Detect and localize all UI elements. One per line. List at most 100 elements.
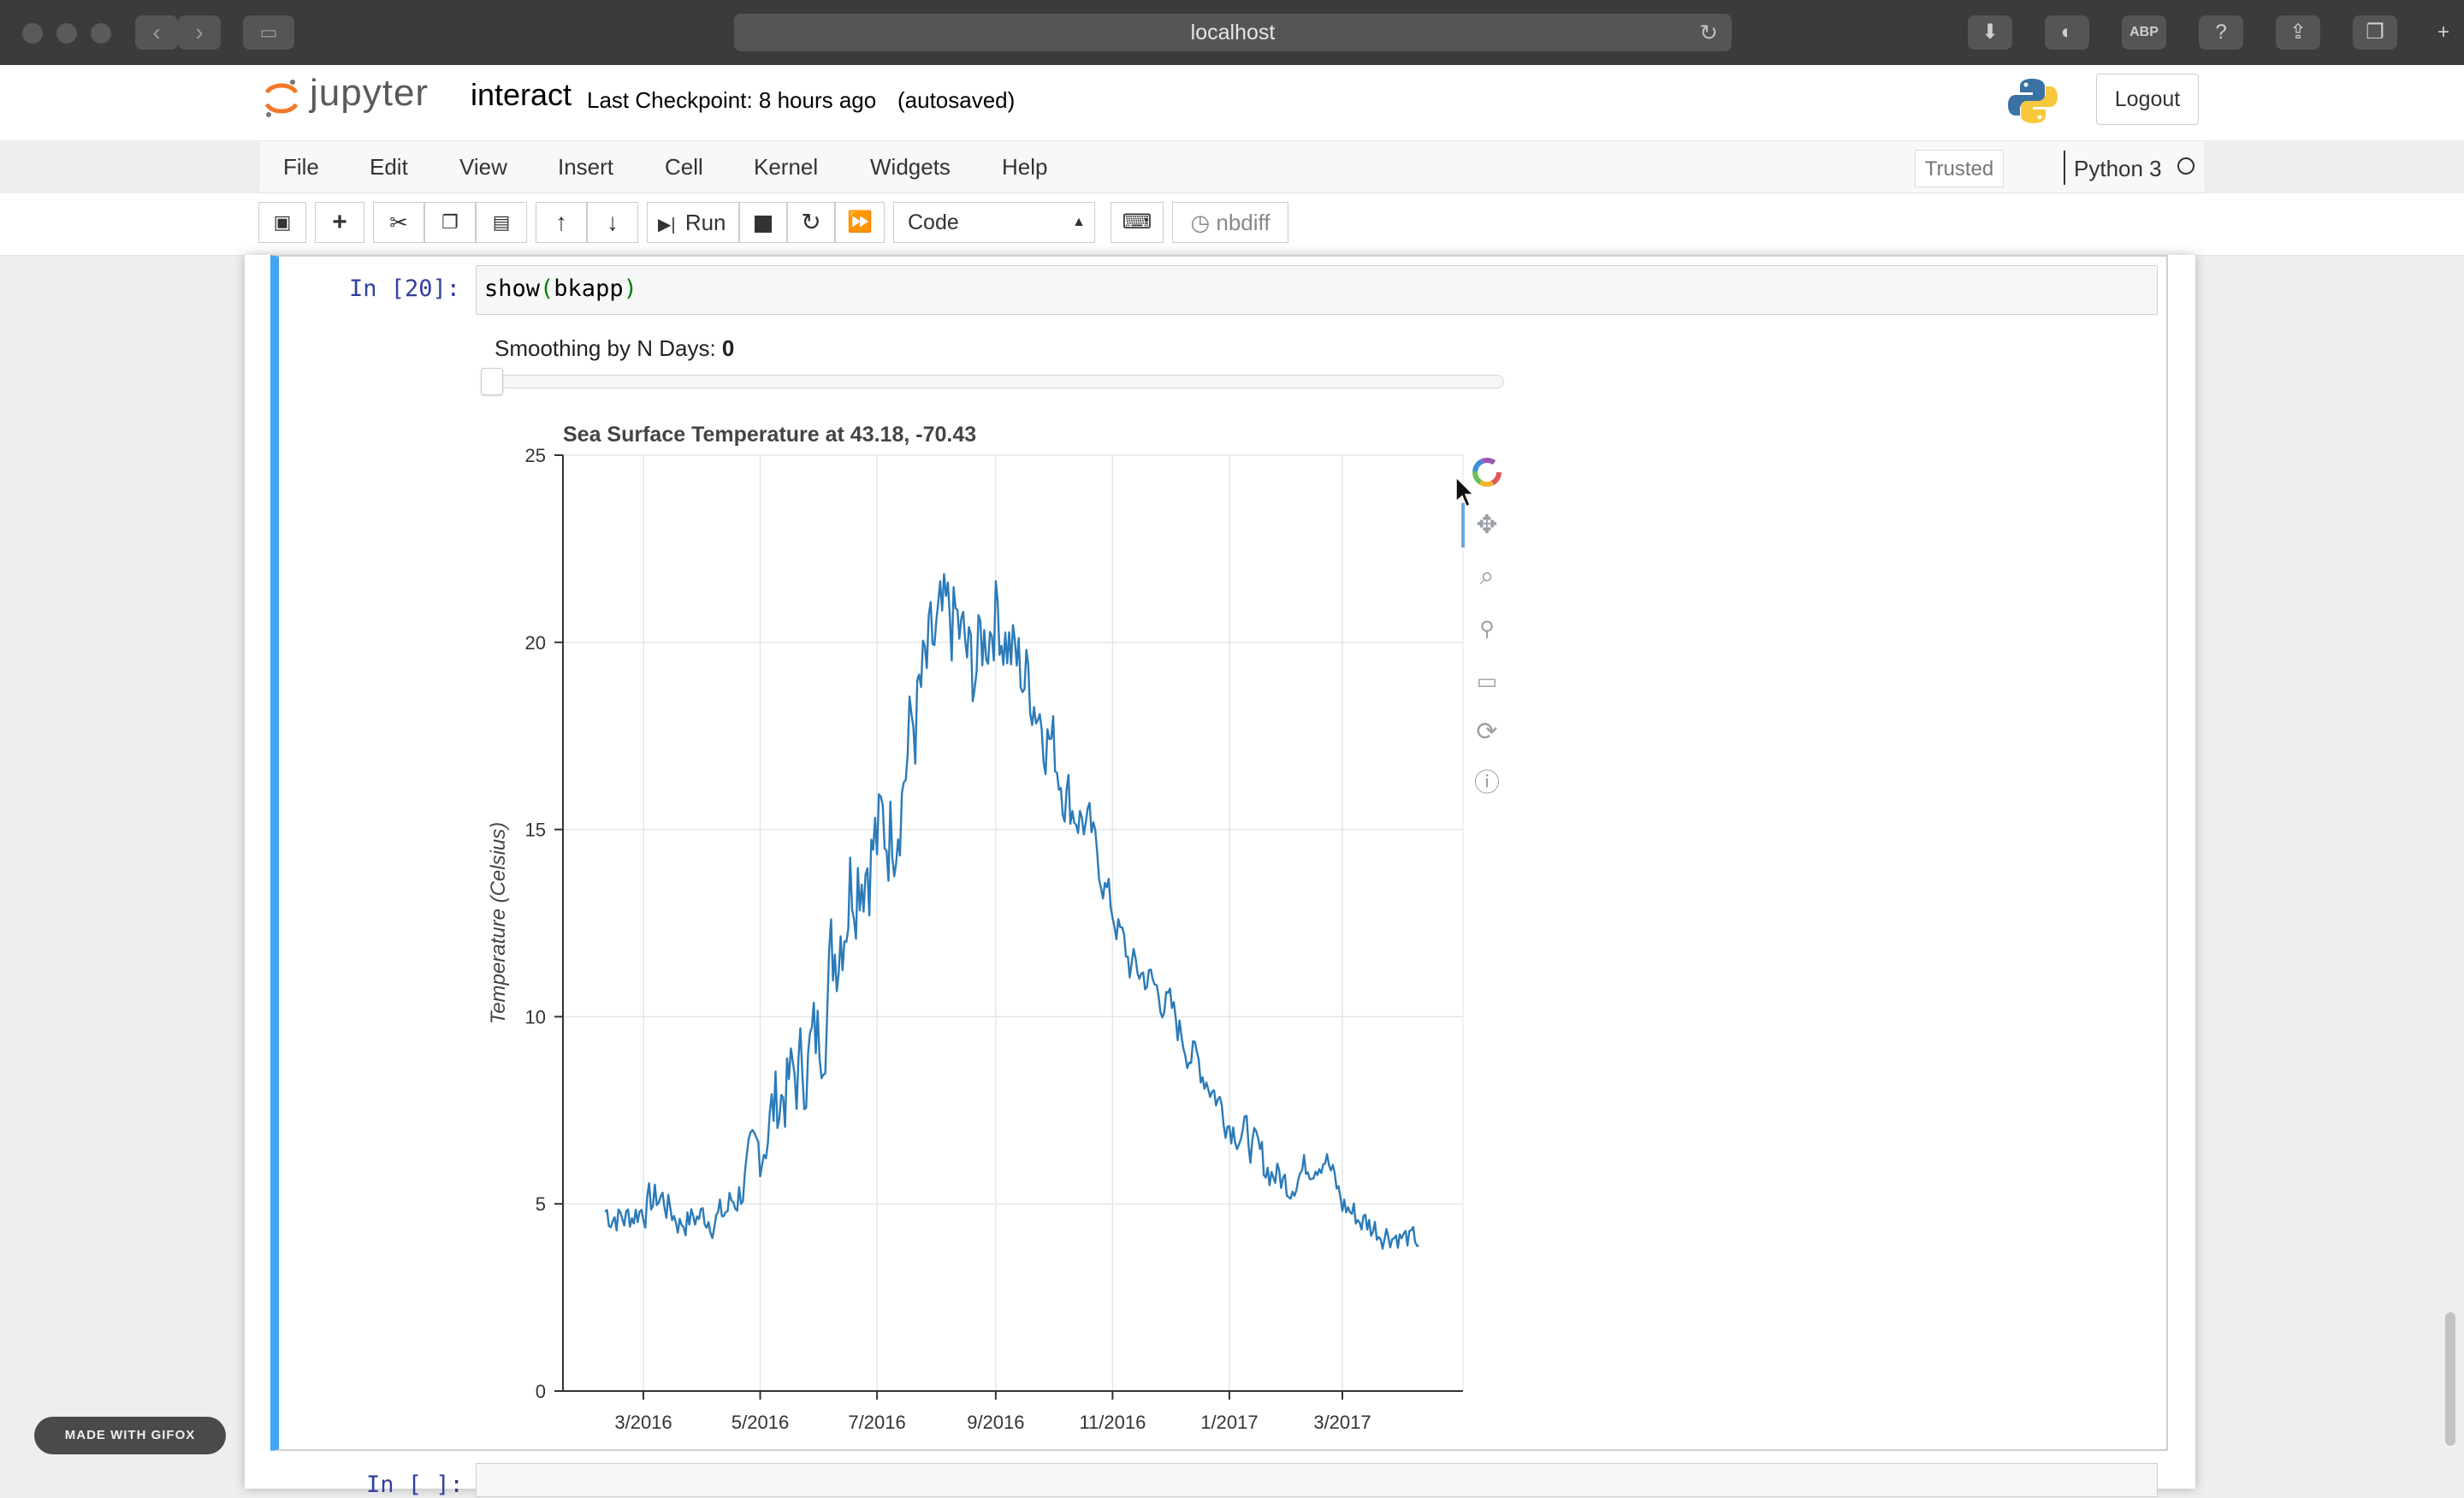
- y-tick-label: 20: [525, 632, 546, 654]
- wheel-zoom-icon[interactable]: ⚲: [1479, 618, 1495, 641]
- smoothing-slider[interactable]: [484, 375, 1504, 388]
- plot-labels: 0 5 10 15 20 25 3/2016 5/2016 7/2016 9/2016 11/201…: [487, 423, 1475, 1433]
- run-button[interactable]: ▶| Run: [647, 202, 739, 243]
- menu-edit[interactable]: Edit: [370, 154, 408, 180]
- box-zoom-icon[interactable]: ⌕: [1479, 562, 1495, 590]
- menu-view[interactable]: View: [459, 154, 507, 180]
- python-logo-icon: [2008, 79, 2058, 123]
- mouse-cursor-icon: [1455, 476, 1475, 508]
- keyboard-icon[interactable]: ⌨: [1111, 202, 1164, 243]
- cut-icon[interactable]: ✂: [373, 202, 424, 243]
- code-argument: bkapp: [554, 275, 624, 302]
- checkpoint-status: Last Checkpoint: 8 hours ago: [587, 87, 877, 113]
- adblock-icon[interactable]: ABP: [2122, 15, 2166, 50]
- nbdiff-button[interactable]: ◷ nbdiff: [1172, 202, 1288, 243]
- restart-icon[interactable]: ↻: [787, 202, 835, 243]
- tabs-icon[interactable]: ❐: [2353, 15, 2397, 50]
- paste-icon[interactable]: ▤: [476, 202, 527, 243]
- run-icon: ▶|: [658, 216, 676, 234]
- menu-widgets[interactable]: Widgets: [870, 154, 951, 180]
- x-tick-label: 1/2017: [1200, 1412, 1258, 1433]
- share-icon[interactable]: ⇪: [2276, 15, 2320, 50]
- sst-chart[interactable]: 0 5 10 15 20 25 3/2016 5/2016 7/2016 9/2016 11/201…: [476, 411, 1673, 1437]
- y-tick-label: 5: [536, 1193, 546, 1215]
- nbdiff-label: nbdiff: [1216, 210, 1270, 235]
- copy-icon[interactable]: ❐: [424, 202, 476, 243]
- plot-axes: [554, 454, 1463, 1400]
- kernel-name[interactable]: Python 3: [2074, 156, 2162, 181]
- address-bar[interactable]: localhost ↻: [734, 14, 1732, 51]
- help-icon[interactable]: ⓘ: [1474, 769, 1500, 797]
- bokeh-logo-icon[interactable]: [1470, 455, 1504, 489]
- y-tick-label: 10: [525, 1006, 546, 1027]
- browser-toolbar: ‹ › ▭ localhost ↻ ⬇ ◐ ABP ? ⇪ ❐ +: [0, 0, 2464, 66]
- logout-button[interactable]: Logout: [2096, 74, 2199, 125]
- close-window-button[interactable]: [22, 23, 43, 44]
- autosave-status: (autosaved): [897, 87, 1016, 113]
- jupyter-logo-icon: [264, 80, 299, 117]
- shield-icon[interactable]: ◐: [2045, 15, 2089, 50]
- kernel-idle-icon: [2177, 157, 2194, 175]
- menu-help[interactable]: Help: [1002, 154, 1048, 180]
- clock-icon: ◷: [1190, 210, 1211, 235]
- page-scrollbar[interactable]: [2445, 1312, 2455, 1446]
- x-tick-label: 11/2016: [1079, 1412, 1146, 1433]
- reload-icon[interactable]: ↻: [1699, 20, 1718, 45]
- menu-cell[interactable]: Cell: [665, 154, 703, 180]
- kernel-divider: [2064, 151, 2065, 185]
- sst-series-line: [604, 572, 1419, 1250]
- x-tick-label: 9/2016: [967, 1412, 1024, 1433]
- x-tick-label: 5/2016: [732, 1412, 789, 1433]
- cell-type-value: Code: [908, 210, 959, 234]
- forward-icon[interactable]: ›: [178, 15, 221, 50]
- y-axis-label: Temperature (Celsius): [487, 822, 510, 1025]
- y-tick-label: 25: [525, 445, 546, 466]
- menu-file[interactable]: File: [283, 154, 319, 180]
- menu-kernel[interactable]: Kernel: [754, 154, 819, 180]
- code-close-paren: ): [623, 275, 637, 302]
- chart-title: Sea Surface Temperature at 43.18, -70.43: [563, 423, 976, 447]
- run-label: Run: [684, 210, 726, 235]
- next-cell-input[interactable]: [476, 1463, 2158, 1497]
- plot-frame: [562, 454, 1464, 1392]
- plus-icon[interactable]: +: [315, 202, 364, 243]
- arrow-down-icon[interactable]: ↓: [587, 202, 638, 243]
- question-icon[interactable]: ?: [2199, 15, 2243, 50]
- x-tick-label: 7/2016: [848, 1412, 905, 1433]
- zoom-window-button[interactable]: [91, 23, 111, 44]
- plot-series: [604, 572, 1419, 1250]
- x-tick-label: 3/2017: [1313, 1412, 1371, 1433]
- slider-title: Smoothing by N Days:: [495, 335, 716, 361]
- sidebar-icon[interactable]: ▭: [243, 15, 294, 50]
- stop-icon[interactable]: [739, 202, 787, 243]
- next-cell-prompt: In [ ]:: [366, 1471, 464, 1498]
- cell-prompt: In [20]:: [349, 275, 461, 302]
- y-tick-label: 15: [525, 820, 546, 841]
- fast-forward-icon[interactable]: ⏩: [835, 202, 885, 243]
- cell-type-select[interactable]: Code ▲▼: [893, 202, 1095, 269]
- save-icon[interactable]: ▣: [258, 202, 306, 243]
- arrow-up-icon[interactable]: ↑: [536, 202, 587, 243]
- jupyter-logo-text[interactable]: jupyter: [310, 72, 429, 114]
- y-tick-label: 0: [536, 1381, 546, 1402]
- x-tick-label: 3/2016: [614, 1412, 672, 1433]
- back-icon[interactable]: ‹: [135, 15, 178, 50]
- menu-insert[interactable]: Insert: [558, 154, 614, 180]
- menubar: File Edit View Insert Cell Kernel Widget…: [258, 140, 2206, 193]
- code-open-paren: (: [540, 275, 554, 302]
- pan-icon[interactable]: ✥: [1476, 511, 1498, 539]
- trusted-indicator[interactable]: Trusted: [1915, 150, 2004, 187]
- minimize-window-button[interactable]: [56, 23, 77, 44]
- address-text: localhost: [1190, 21, 1276, 44]
- download-icon[interactable]: ⬇: [1968, 15, 2012, 50]
- reset-icon[interactable]: ⟳: [1476, 718, 1498, 746]
- notebook-name[interactable]: interact: [471, 77, 572, 112]
- made-with-gifox-badge: MADE WITH GIFOX: [34, 1417, 226, 1454]
- code-function: show: [484, 275, 541, 302]
- code-line: show(bkapp): [484, 275, 637, 302]
- save-icon[interactable]: ▭: [1476, 668, 1498, 694]
- slider-handle[interactable]: [481, 368, 503, 395]
- new-tab-icon[interactable]: +: [2437, 21, 2449, 44]
- code-input[interactable]: [476, 265, 2158, 315]
- active-tool-indicator: [1461, 503, 1465, 548]
